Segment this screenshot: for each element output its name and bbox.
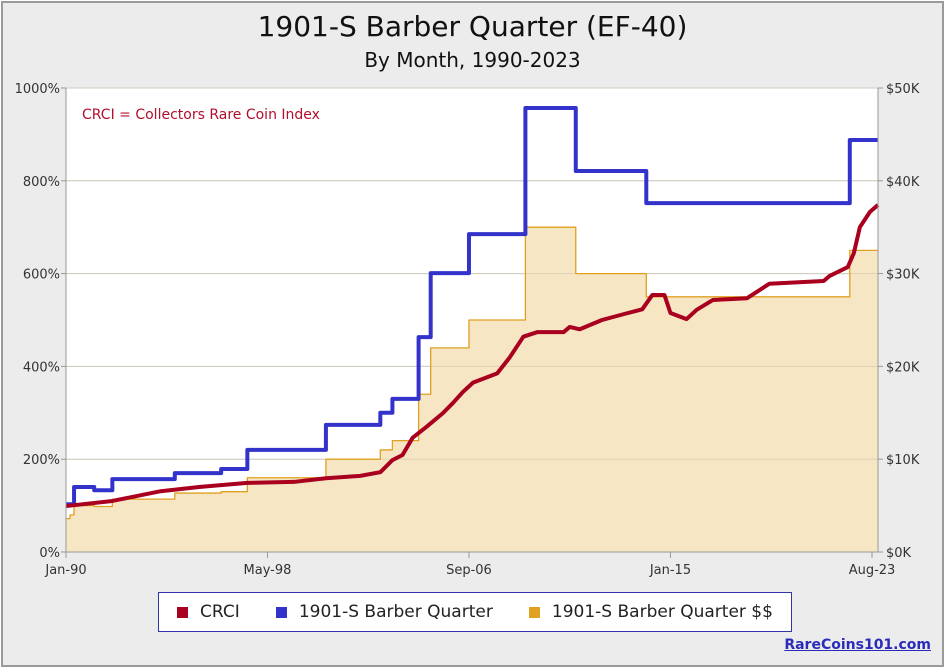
y-left-tick-label: 1000% bbox=[15, 82, 60, 97]
annotation-crci: CRCI = Collectors Rare Coin Index bbox=[82, 107, 320, 123]
x-tick-label: May-98 bbox=[244, 563, 292, 578]
y-right-tick-label: $40K bbox=[886, 175, 920, 190]
legend-swatch bbox=[275, 606, 287, 618]
y-left-tick-label: 400% bbox=[23, 360, 60, 375]
legend-item-coin[interactable]: 1901-S Barber Quarter bbox=[275, 602, 493, 622]
y-right-tick-label: $20K bbox=[886, 360, 920, 375]
series-line-1901-s-barber-quarter bbox=[66, 105, 878, 507]
y-right-tick-label: $10K bbox=[886, 453, 920, 468]
legend-swatch bbox=[177, 606, 189, 618]
y-left-tick-label: 800% bbox=[23, 175, 60, 190]
y-right-tick-label: $0K bbox=[886, 546, 912, 561]
y-right-tick-label: $30K bbox=[886, 268, 920, 283]
series-line-1901-s-barber-quarter- bbox=[66, 226, 878, 520]
series-area-1901-s-barber-quarter- bbox=[66, 227, 878, 552]
legend-label: 1901-S Barber Quarter bbox=[298, 602, 493, 622]
chart-title: 1901-S Barber Quarter (EF-40) bbox=[257, 10, 688, 43]
credit-link[interactable]: RareCoins101.com bbox=[784, 637, 931, 653]
legend-swatch bbox=[528, 606, 540, 618]
x-tick-label: Sep-06 bbox=[446, 563, 492, 578]
chart-subtitle: By Month, 1990-2023 bbox=[364, 48, 581, 72]
legend-item-crci[interactable]: CRCI bbox=[177, 602, 240, 622]
legend-label: 1901-S Barber Quarter $$ bbox=[551, 602, 773, 622]
legend-item-coin-dollars[interactable]: 1901-S Barber Quarter $$ bbox=[528, 602, 773, 622]
x-tick-label: Jan-90 bbox=[44, 563, 86, 578]
y-left-tick-label: 600% bbox=[23, 268, 60, 283]
legend: CRCI 1901-S Barber Quarter 1901-S Barber… bbox=[158, 592, 792, 632]
y-left-tick-label: 200% bbox=[23, 453, 60, 468]
series-line-crci bbox=[65, 203, 880, 509]
x-tick-label: Aug-23 bbox=[849, 563, 896, 578]
y-left-tick-label: 0% bbox=[39, 546, 60, 561]
x-tick-label: Jan-15 bbox=[649, 563, 691, 578]
y-right-tick-label: $50K bbox=[886, 82, 920, 97]
legend-label: CRCI bbox=[200, 602, 240, 622]
